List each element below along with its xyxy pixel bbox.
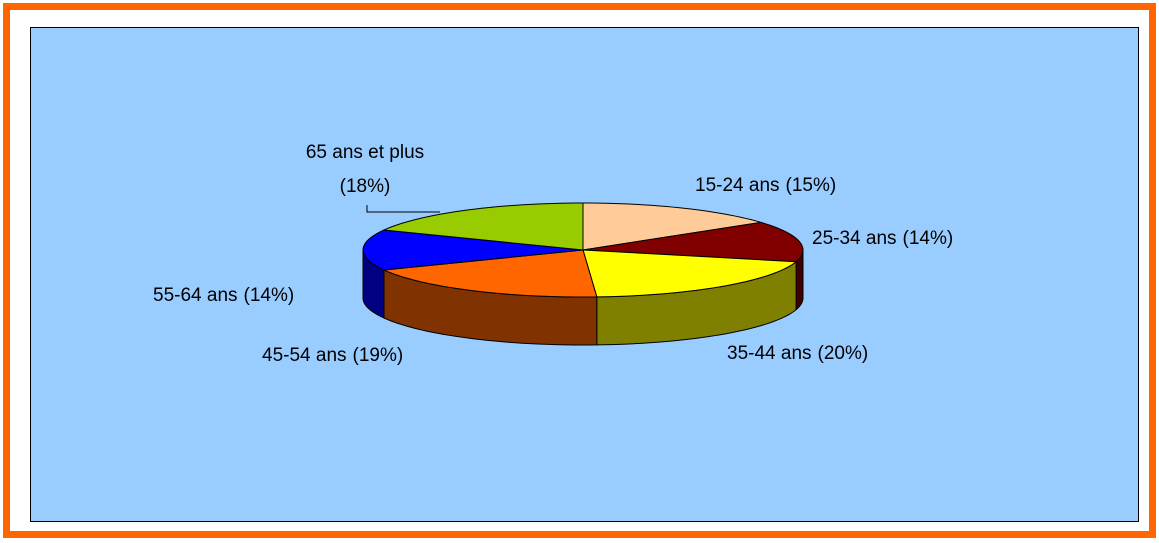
data-label: 25-34 ans (14%) xyxy=(812,228,953,249)
label-category: 35-44 ans xyxy=(727,343,812,364)
data-label: 45-54 ans (19%) xyxy=(262,345,403,366)
label-value: (15%) xyxy=(786,175,837,196)
outer-frame xyxy=(3,3,1156,538)
label-value: (20%) xyxy=(818,343,869,364)
data-label: 15-24 ans (15%) xyxy=(695,175,836,196)
label-category: 15-24 ans xyxy=(695,175,780,196)
slice xyxy=(362,229,584,271)
data-label: 65 ans et plus (18%) xyxy=(306,142,424,197)
slice xyxy=(582,221,804,263)
label-value: (18%) xyxy=(340,176,391,197)
label-value: (14%) xyxy=(903,228,954,249)
plot-area xyxy=(30,27,1139,522)
label-value: (19%) xyxy=(353,345,404,366)
label-category: 45-54 ans xyxy=(262,345,347,366)
label-category: 65 ans et plus xyxy=(306,142,424,163)
data-label: 55-64 ans (14%) xyxy=(153,285,294,306)
data-label: 35-44 ans (20%) xyxy=(727,343,868,364)
leader-line xyxy=(366,205,440,213)
label-category: 55-64 ans xyxy=(153,285,238,306)
slice xyxy=(582,249,798,298)
label-value: (14%) xyxy=(244,285,295,306)
slice xyxy=(381,202,584,251)
slice xyxy=(381,249,598,298)
slice xyxy=(582,202,762,251)
label-category: 25-34 ans xyxy=(812,228,897,249)
